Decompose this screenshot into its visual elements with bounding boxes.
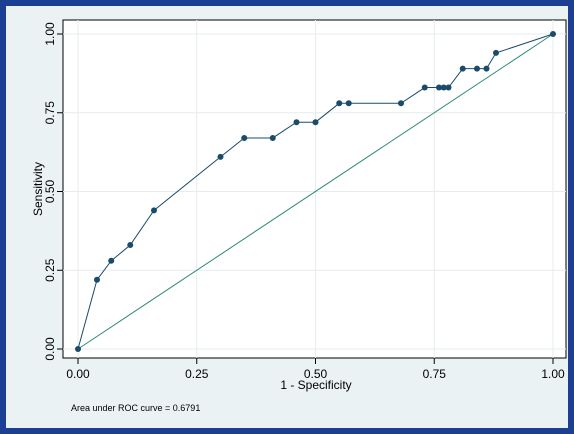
- roc-point: [269, 134, 276, 141]
- roc-point: [398, 100, 404, 107]
- roc-point: [312, 119, 319, 126]
- axis-ticks: 0.00 0.00 0.25 0.25 0.50 0.50 0.75 0.75 1.00 1.00: [43, 22, 565, 381]
- y-tick-label: 0.00: [43, 337, 57, 361]
- roc-point: [421, 84, 428, 91]
- x-tick-label: 0.25: [185, 367, 209, 381]
- roc-curve-line: [77, 33, 554, 350]
- y-tick-label: 1.00: [43, 22, 57, 46]
- grid: [63, 20, 566, 358]
- x-tick-label: 0.50: [304, 367, 328, 381]
- series: [75, 31, 556, 352]
- roc-point: [127, 242, 134, 249]
- roc-point: [445, 84, 452, 91]
- roc-point: [217, 153, 224, 160]
- reference-line: [77, 33, 554, 350]
- x-axis-title: 1 - Specificity: [280, 378, 351, 392]
- x-tick-label: 0.75: [423, 367, 447, 381]
- roc-point: [293, 119, 300, 126]
- roc-point: [108, 257, 115, 264]
- roc-point: [345, 100, 352, 107]
- y-tick-label: 0.25: [43, 258, 57, 282]
- x-tick-label: 0.00: [66, 367, 90, 381]
- roc-point: [336, 100, 343, 107]
- x-tick-label: 1.00: [541, 367, 565, 381]
- y-axis-title: Sensitivity: [31, 162, 45, 216]
- roc-point: [483, 65, 490, 72]
- roc-point: [440, 84, 447, 91]
- roc-point: [436, 84, 442, 91]
- roc-point: [94, 276, 100, 283]
- roc-point: [550, 31, 556, 37]
- y-tick-label: 0.75: [43, 101, 57, 125]
- y-tick-label: 0.50: [43, 179, 57, 203]
- plot-area: [62, 19, 567, 359]
- roc-point: [241, 134, 248, 141]
- auc-note: Area under ROC curve = 0.6791: [71, 403, 200, 413]
- roc-point: [459, 65, 466, 72]
- roc-point: [151, 207, 157, 214]
- roc-point: [474, 65, 480, 72]
- roc-point: [75, 346, 81, 352]
- roc-point: [493, 49, 499, 56]
